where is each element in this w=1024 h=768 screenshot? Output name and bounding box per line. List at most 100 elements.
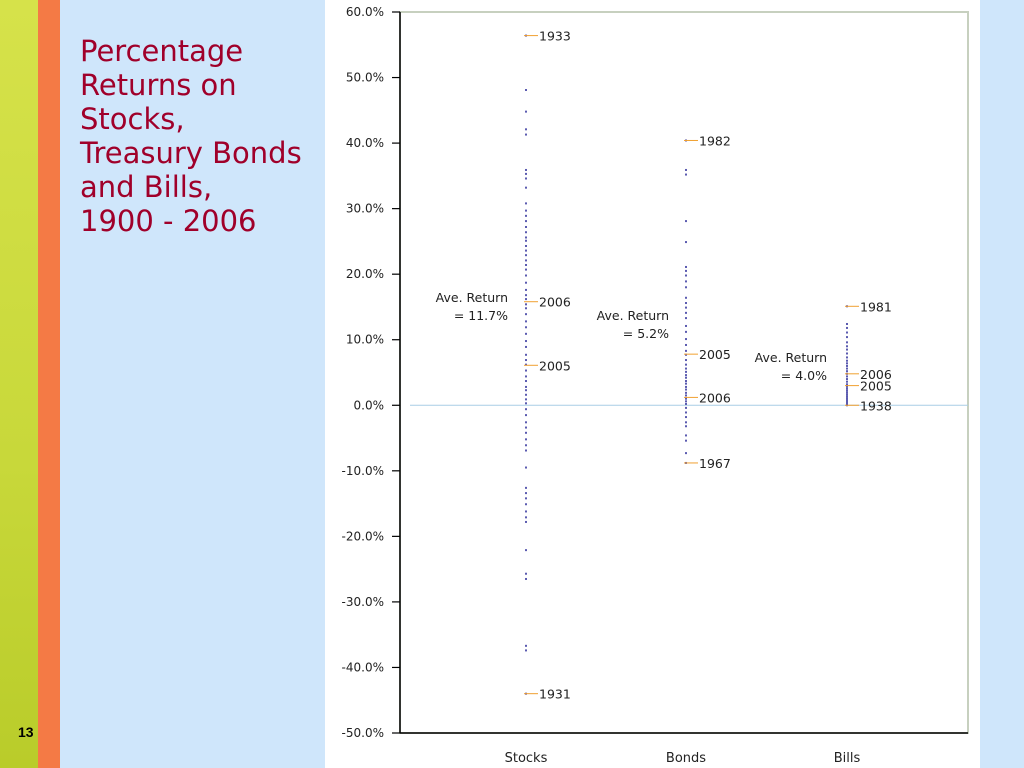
- data-point: [846, 397, 848, 400]
- data-point: [525, 497, 527, 500]
- data-point: [525, 516, 527, 519]
- data-point: [846, 402, 848, 405]
- y-tick-label: -50.0%: [342, 726, 384, 740]
- year-annotation: 1982: [699, 133, 731, 148]
- data-point: [525, 168, 527, 171]
- year-annotation: 2005: [539, 358, 571, 373]
- title-line: Percentage: [80, 34, 244, 68]
- data-point: [685, 359, 687, 362]
- data-point: [685, 220, 687, 223]
- data-point: [525, 209, 527, 212]
- data-point: [525, 186, 527, 189]
- data-point: [846, 359, 848, 362]
- data-point: [685, 425, 687, 428]
- y-tick-label: -20.0%: [342, 529, 384, 543]
- data-point: [685, 411, 687, 414]
- data-point: [525, 326, 527, 329]
- data-point: [685, 367, 687, 370]
- data-point: [525, 239, 527, 242]
- data-point: [846, 383, 848, 386]
- data-point: [685, 452, 687, 455]
- data-point: [525, 264, 527, 267]
- data-point: [685, 241, 687, 244]
- data-point: [525, 385, 527, 388]
- data-point: [525, 177, 527, 180]
- data-point: [685, 388, 687, 391]
- data-point: [846, 370, 848, 373]
- data-point: [685, 173, 687, 176]
- year-annotation: 1981: [860, 299, 892, 314]
- data-point: [685, 343, 687, 346]
- data-point: [525, 644, 527, 647]
- data-point: [525, 133, 527, 136]
- data-point: [685, 311, 687, 314]
- data-point: [846, 348, 848, 351]
- data-point: [525, 363, 527, 366]
- data-point: [685, 265, 687, 268]
- data-point: [525, 375, 527, 378]
- data-point: [846, 400, 848, 403]
- y-tick-label: -40.0%: [342, 660, 384, 674]
- year-annotation: 2006: [539, 295, 571, 310]
- x-category-label: Bonds: [666, 751, 706, 766]
- data-point: [525, 520, 527, 523]
- data-point: [685, 416, 687, 419]
- data-point: [685, 421, 687, 424]
- data-point: [685, 338, 687, 341]
- data-point: [685, 363, 687, 366]
- y-tick-label: 60.0%: [346, 5, 384, 19]
- data-point: [525, 345, 527, 348]
- data-point: [685, 406, 687, 409]
- data-point: [525, 172, 527, 175]
- data-point: [525, 231, 527, 234]
- data-point: [525, 88, 527, 91]
- data-point: [525, 307, 527, 310]
- data-point: [685, 391, 687, 394]
- data-point: [846, 391, 848, 394]
- data-point: [525, 510, 527, 513]
- data-point: [525, 236, 527, 239]
- data-point: [846, 375, 848, 378]
- data-point: [685, 434, 687, 437]
- data-point: [525, 298, 527, 301]
- page-number: 13: [18, 724, 34, 740]
- data-point: [525, 303, 527, 306]
- data-point: [846, 362, 848, 365]
- left-orange-stripe: [38, 0, 60, 768]
- returns-scatter-chart: 60.0% 50.0% 40.0% 30.0% 20.0% 10.0% 0.0% -10.0%…: [342, 5, 969, 766]
- data-point: [525, 359, 527, 362]
- data-point: [525, 503, 527, 506]
- y-tick-label: 50.0%: [346, 71, 384, 85]
- y-tick-label: 30.0%: [346, 202, 384, 216]
- data-point: [525, 577, 527, 580]
- title-line: Returns on: [80, 68, 237, 102]
- data-point: [685, 302, 687, 305]
- year-annotation: 1933: [539, 29, 571, 44]
- data-point: [685, 374, 687, 377]
- data-point: [846, 380, 848, 383]
- data-point: [685, 376, 687, 379]
- y-tick-label: 20.0%: [346, 267, 384, 281]
- data-point: [685, 353, 687, 356]
- data-point: [525, 254, 527, 257]
- year-annotation: 2006: [699, 390, 731, 405]
- year-annotation: 1967: [699, 456, 731, 471]
- data-point: [685, 349, 687, 352]
- data-point: [525, 332, 527, 335]
- y-tick-label: -10.0%: [342, 464, 384, 478]
- data-point: [525, 438, 527, 441]
- data-point: [525, 320, 527, 323]
- year-annotation: 1931: [539, 687, 571, 702]
- data-point: [525, 444, 527, 447]
- chart-panel: 60.0% 50.0% 40.0% 30.0% 20.0% 10.0% 0.0% -10.0%…: [325, 0, 980, 768]
- data-point: [525, 220, 527, 223]
- data-point: [525, 389, 527, 392]
- left-green-stripe: [0, 0, 40, 768]
- data-point: [685, 274, 687, 277]
- data-point: [525, 414, 527, 417]
- year-annotation: 2005: [699, 347, 731, 362]
- slide-title: Percentage Returns on Stocks, Treasury B…: [80, 34, 320, 238]
- y-tick-label: 40.0%: [346, 136, 384, 150]
- data-point: [525, 380, 527, 383]
- data-point: [685, 280, 687, 283]
